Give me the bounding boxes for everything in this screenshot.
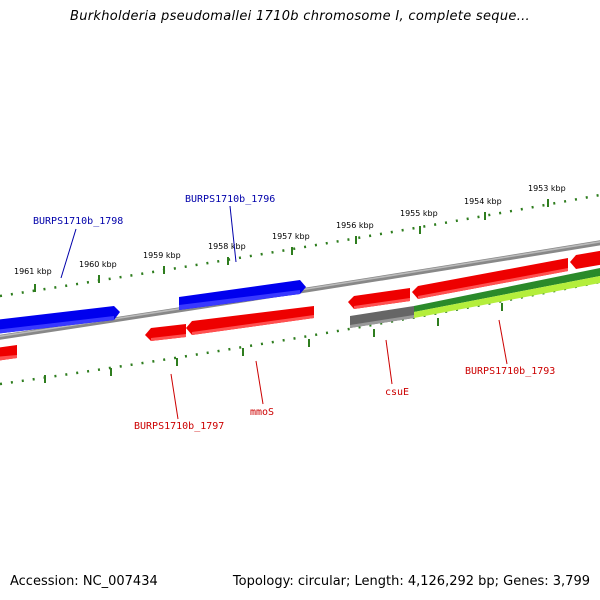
- gene-burps1710b-1798[interactable]: [0, 306, 120, 334]
- tick-label-1956: 1956 kbp: [336, 221, 374, 230]
- tick-label-1957: 1957 kbp: [272, 232, 310, 241]
- tick-label-1959: 1959 kbp: [143, 251, 181, 260]
- tick-label-1960: 1960 kbp: [79, 260, 117, 269]
- gene-label-burps1710b-1796[interactable]: BURPS1710b_1796: [185, 194, 275, 205]
- leader-line-1798: [60, 228, 77, 279]
- gene-burps1710b-1797[interactable]: [145, 324, 186, 341]
- tick-label-1955: 1955 kbp: [400, 209, 438, 218]
- gene-burps1710b-1796[interactable]: [179, 280, 306, 310]
- leader-line-csue: [385, 339, 393, 385]
- accession-text: Accession: NC_007434: [10, 574, 158, 589]
- upper-major-ticks: [34, 199, 549, 292]
- gene-left-edge-red[interactable]: [0, 345, 17, 361]
- leader-line-mmos: [255, 360, 264, 405]
- leader-line-1796: [229, 205, 237, 263]
- leader-line-1797: [170, 373, 179, 420]
- gene-mmos[interactable]: [186, 306, 314, 335]
- gene-label-burps1710b-1798[interactable]: BURPS1710b_1798: [33, 216, 123, 227]
- leader-line-1793: [498, 319, 508, 365]
- gene-label-burps1710b-1797[interactable]: BURPS1710b_1797: [134, 421, 224, 432]
- gene-csue[interactable]: [350, 306, 414, 328]
- map-title: Burkholderia pseudomallei 1710b chromoso…: [69, 9, 530, 24]
- topology-text: Topology: circular; Length: 4,126,292 bp…: [232, 574, 590, 589]
- gene-label-mmos[interactable]: mmoS: [250, 407, 274, 418]
- gene-label-csue[interactable]: csuE: [385, 387, 409, 398]
- gene-right-edge-red[interactable]: [570, 250, 600, 269]
- tick-label-1961: 1961 kbp: [14, 267, 52, 276]
- gene-label-burps1710b-1793[interactable]: BURPS1710b_1793: [465, 366, 555, 377]
- tick-label-1958: 1958 kbp: [208, 242, 246, 251]
- gene-csue-upper-segment[interactable]: [348, 288, 410, 309]
- tick-label-1953: 1953 kbp: [528, 184, 566, 193]
- tick-label-1954: 1954 kbp: [464, 197, 502, 206]
- gene-burps1710b-1793[interactable]: [414, 268, 600, 318]
- gene-burps1710b-1793-upper[interactable]: [412, 258, 568, 299]
